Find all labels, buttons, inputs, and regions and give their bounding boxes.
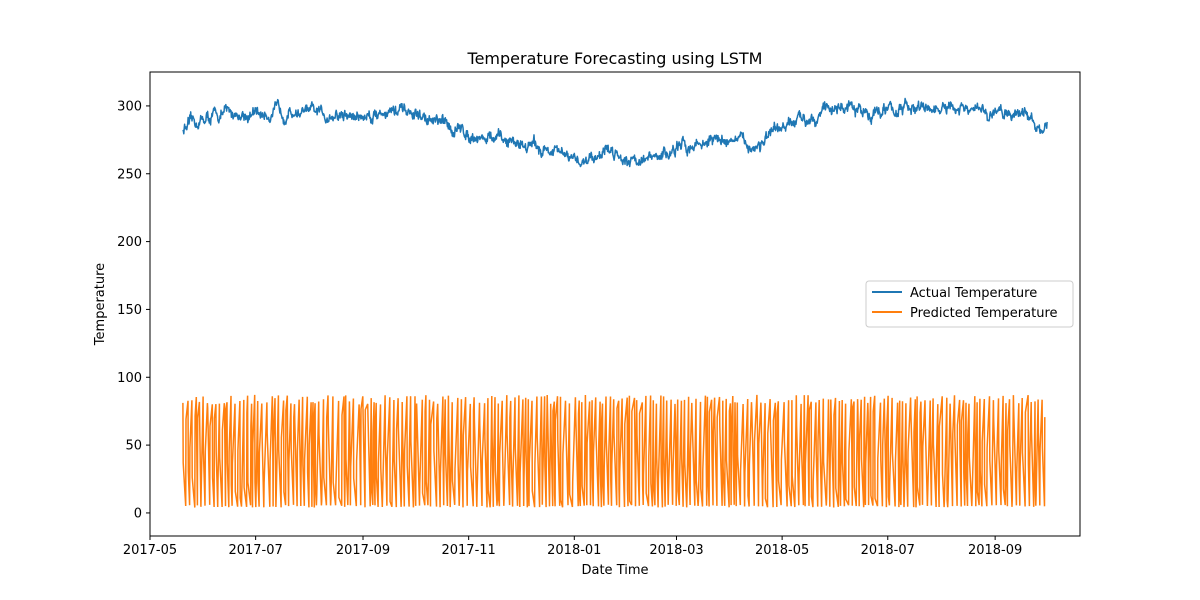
legend: Actual Temperature Predicted Temperature: [865, 280, 1074, 328]
x-tick-label: 2018-09: [968, 543, 1022, 558]
y-axis: 0 50 100 150 200 250 300: [117, 99, 150, 521]
x-tick-label: 2017-11: [441, 543, 495, 558]
y-tick-label: 0: [134, 506, 142, 521]
x-tick-label: 2018-07: [861, 543, 915, 558]
x-axis: 2017-05 2017-07 2017-09 2017-11 2018-01 2018-…: [123, 536, 1022, 558]
y-tick-label: 50: [125, 439, 142, 454]
x-axis-label: Date Time: [581, 563, 648, 578]
y-axis-label: Temperature: [93, 263, 108, 346]
y-tick-label: 200: [117, 235, 142, 250]
plot-frame: [149, 71, 1081, 537]
series-line-actual: [182, 97, 1048, 168]
plot-lines: [182, 97, 1048, 508]
y-tick-label: 300: [117, 99, 142, 114]
x-tick-label: 2018-01: [547, 543, 601, 558]
x-tick-label: 2018-05: [755, 543, 809, 558]
x-tick-label: 2017-09: [336, 543, 390, 558]
y-tick-label: 150: [117, 303, 142, 318]
x-tick-label: 2017-05: [123, 543, 177, 558]
legend-label-predicted: Predicted Temperature: [910, 306, 1058, 321]
legend-label-actual: Actual Temperature: [910, 286, 1037, 301]
series-line-predicted: [182, 394, 1046, 508]
x-tick-label: 2018-03: [649, 543, 703, 558]
y-tick-label: 100: [117, 371, 142, 386]
y-tick-label: 250: [117, 167, 142, 182]
x-tick-label: 2017-07: [228, 543, 282, 558]
legend-box: [865, 280, 1074, 328]
chart-title: Temperature Forecasting using LSTM: [467, 49, 763, 68]
